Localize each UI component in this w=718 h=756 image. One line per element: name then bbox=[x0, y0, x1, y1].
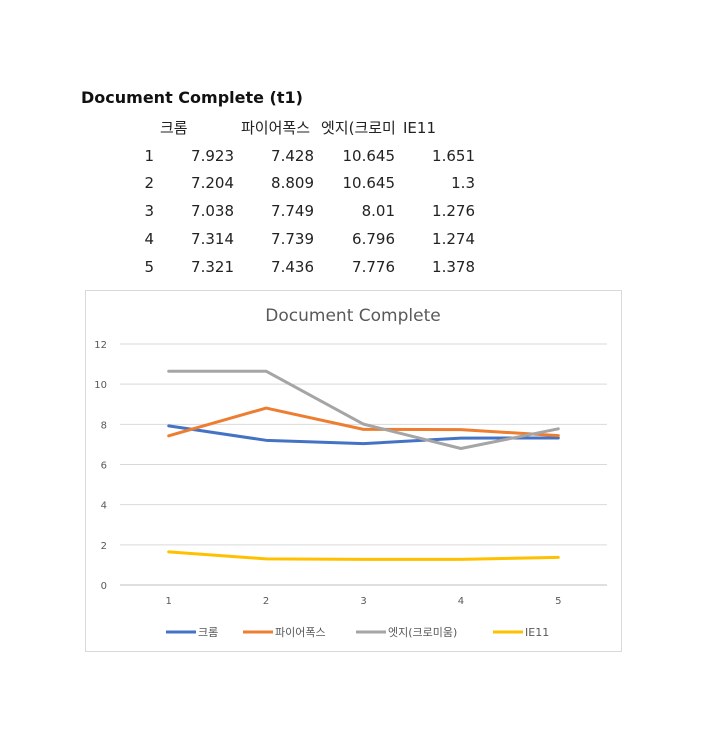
section-heading: Document Complete (t1) bbox=[81, 88, 303, 107]
x-tick-label: 1 bbox=[166, 596, 172, 607]
y-tick-label: 8 bbox=[101, 420, 107, 431]
x-tick-label: 5 bbox=[555, 596, 561, 607]
x-tick-label: 4 bbox=[458, 596, 464, 607]
table-cell: 7.321 bbox=[191, 258, 234, 276]
column-header-ie11: IE11 bbox=[403, 119, 436, 137]
table-cell: 7.204 bbox=[191, 174, 234, 192]
legend-label: 크롬 bbox=[198, 626, 218, 639]
legend-label: IE11 bbox=[525, 626, 549, 639]
table-cell: 1.274 bbox=[432, 230, 475, 248]
y-tick-label: 12 bbox=[94, 340, 107, 351]
legend-label: 엣지(크로미움) bbox=[388, 626, 457, 639]
chart-container: Document Complete 0 2 4 6 8 10 12 1 2 3 4 5 크롬 파이어폭스 엣지… bbox=[85, 290, 622, 652]
table-cell: 1.378 bbox=[432, 258, 475, 276]
y-tick-label: 2 bbox=[101, 541, 107, 552]
table-cell: 10.645 bbox=[342, 174, 396, 192]
row-label: 3 bbox=[144, 202, 154, 220]
table-cell: 7.436 bbox=[271, 258, 314, 276]
row-label: 2 bbox=[144, 174, 154, 192]
series-line-4 bbox=[167, 550, 560, 561]
table-cell: 6.796 bbox=[352, 230, 395, 248]
column-header-firefox: 파이어폭스 bbox=[241, 119, 311, 137]
chart-title: Document Complete bbox=[265, 306, 440, 326]
table-cell: 1.276 bbox=[432, 202, 475, 220]
row-label: 1 bbox=[144, 147, 154, 165]
x-tick-label: 2 bbox=[263, 596, 269, 607]
legend-label: 파이어폭스 bbox=[275, 626, 326, 639]
table-cell: 1.651 bbox=[432, 147, 475, 165]
table-cell: 1.3 bbox=[451, 174, 475, 192]
series-line-2 bbox=[167, 406, 560, 438]
table-cell: 7.749 bbox=[271, 202, 314, 220]
y-tick-label: 6 bbox=[101, 461, 107, 472]
y-tick-label: 0 bbox=[101, 581, 107, 592]
x-tick-label: 3 bbox=[360, 596, 366, 607]
table-cell: 7.038 bbox=[191, 202, 234, 220]
y-tick-label: 4 bbox=[101, 501, 107, 512]
y-tick-label: 10 bbox=[94, 380, 107, 391]
table-cell: 10.645 bbox=[342, 147, 396, 165]
table-cell: 7.739 bbox=[271, 230, 314, 248]
row-label: 5 bbox=[144, 258, 154, 276]
column-header-chrome: 크롬 bbox=[160, 119, 188, 137]
table-cell: 7.776 bbox=[352, 258, 395, 276]
table-cell: 8.01 bbox=[361, 202, 395, 220]
table-cell: 7.428 bbox=[271, 147, 314, 165]
series-line-3 bbox=[167, 369, 560, 451]
table-cell: 7.314 bbox=[191, 230, 234, 248]
row-label: 4 bbox=[144, 230, 154, 248]
table-cell: 7.923 bbox=[191, 147, 234, 165]
table-cell: 8.809 bbox=[271, 174, 314, 192]
column-header-edge: 엣지(크로미 bbox=[321, 119, 396, 137]
series-line-1 bbox=[167, 424, 560, 446]
data-table: 크롬 파이어폭스 엣지(크로미 IE11 1 7.923 7.428 10.64… bbox=[0, 0, 718, 280]
